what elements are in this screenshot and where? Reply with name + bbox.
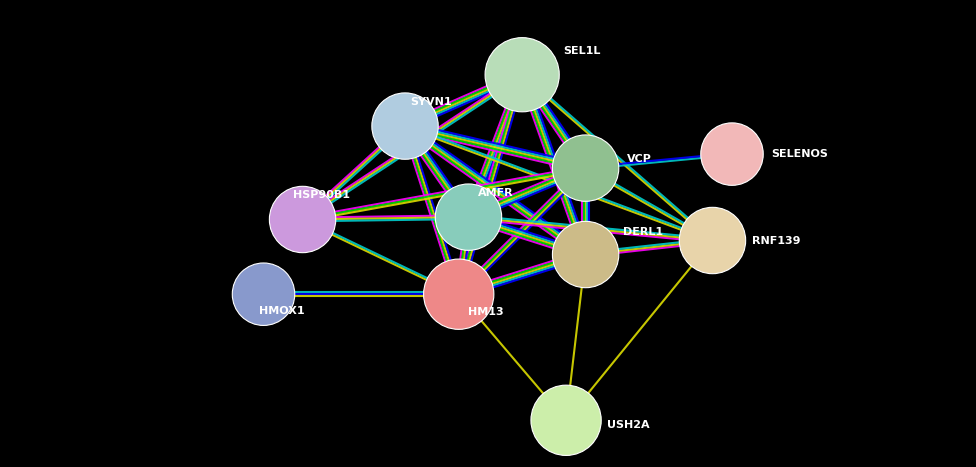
Text: SYVN1: SYVN1	[410, 98, 452, 107]
Text: SEL1L: SEL1L	[563, 46, 600, 56]
Ellipse shape	[679, 207, 746, 274]
Ellipse shape	[552, 135, 619, 201]
Ellipse shape	[269, 186, 336, 253]
Text: HMOX1: HMOX1	[259, 306, 305, 316]
Ellipse shape	[701, 123, 763, 185]
Text: VCP: VCP	[627, 154, 651, 164]
Ellipse shape	[435, 184, 502, 250]
Text: HM13: HM13	[468, 307, 505, 317]
Text: USH2A: USH2A	[607, 420, 650, 430]
Ellipse shape	[552, 221, 619, 288]
Text: HSP90B1: HSP90B1	[293, 190, 349, 200]
Ellipse shape	[232, 263, 295, 325]
Ellipse shape	[485, 38, 559, 112]
Text: RNF139: RNF139	[752, 235, 800, 246]
Text: DERL1: DERL1	[623, 227, 663, 237]
Ellipse shape	[531, 385, 601, 455]
Ellipse shape	[424, 259, 494, 329]
Text: AMFR: AMFR	[478, 188, 514, 198]
Ellipse shape	[372, 93, 438, 159]
Text: SELENOS: SELENOS	[771, 149, 828, 159]
